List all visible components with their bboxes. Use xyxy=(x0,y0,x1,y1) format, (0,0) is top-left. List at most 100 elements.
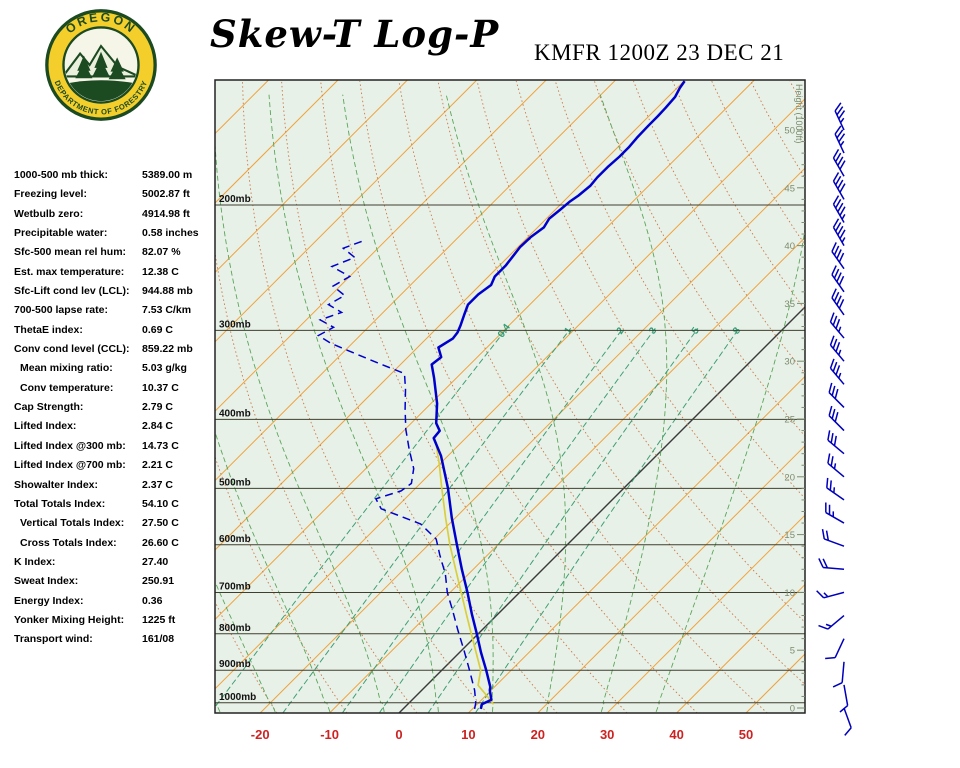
pressure-lines xyxy=(215,204,805,704)
height-tick-label: 20 xyxy=(784,472,795,483)
stat-row: 1000-500 mb thick: 5389.00 m xyxy=(14,166,216,185)
isotherm-line xyxy=(537,445,805,713)
zero-isotherm-line xyxy=(398,306,805,713)
stat-label: Freezing level: xyxy=(14,188,87,201)
stat-row: Total Totals Index: 54.10 C xyxy=(14,495,216,514)
isotherm-line xyxy=(215,80,686,551)
stat-value: 4914.98 ft xyxy=(142,207,190,220)
odf-logo: OREGON DEPARTMENT OF FORESTRY xyxy=(45,9,157,121)
isotherm-line xyxy=(259,167,805,713)
moist-adiabat-lines xyxy=(215,94,805,713)
moist-adiabat-line xyxy=(268,94,439,712)
wind-barb xyxy=(825,638,845,660)
height-tick-label: 35 xyxy=(784,299,795,310)
temperature-tick-label: -20 xyxy=(251,727,270,742)
stat-row: ThetaE index: 0.69 C xyxy=(14,321,216,340)
stat-row: Lifted Index @300 mb: 14.73 C xyxy=(14,437,216,456)
stat-value: 944.88 mb xyxy=(142,285,193,298)
stat-value: 250.91 xyxy=(142,575,175,588)
stat-value: 82.07 % xyxy=(142,246,181,259)
dry-adiabat-lines xyxy=(215,80,805,713)
mixing-ratio-line xyxy=(215,327,508,708)
stat-value: 27.40 xyxy=(142,555,169,568)
stat-value: 2.21 C xyxy=(142,459,173,472)
stat-row: Wetbulb zero: 4914.98 ft xyxy=(14,205,216,224)
stat-value: 7.53 C/km xyxy=(142,304,192,317)
isotherm-line xyxy=(606,514,805,713)
stat-value: 54.10 C xyxy=(142,497,179,510)
wind-barb xyxy=(821,528,845,547)
pressure-label: 500mb xyxy=(219,477,251,488)
pressure-label: 600mb xyxy=(219,534,251,545)
isotherm-line xyxy=(329,236,805,713)
dry-adiabat-line xyxy=(476,80,805,623)
stat-row: K Index: 27.40 xyxy=(14,553,216,572)
isotherm-line xyxy=(815,80,880,713)
wind-barb xyxy=(832,149,846,177)
stat-row: Conv cond level (CCL): 859.22 mb xyxy=(14,340,216,359)
mixing-ratio-line xyxy=(378,328,656,713)
isotherm-line xyxy=(215,80,478,343)
stat-row: Cap Strength: 2.79 C xyxy=(14,398,216,417)
wind-barb xyxy=(834,102,846,131)
stat-row: Yonker Mixing Height: 1225 ft xyxy=(14,611,216,630)
chart-plot-area: 0.4 1 2 3 5 8 xyxy=(215,80,880,713)
mixing-ratio-line xyxy=(341,328,624,713)
stat-label: Cross Totals Index: xyxy=(20,536,117,549)
mixing-ratio-line xyxy=(282,327,572,713)
stat-row: Vertical Totals Index: 27.50 C xyxy=(14,514,216,533)
wind-barb xyxy=(825,502,845,524)
height-tick-label: 15 xyxy=(784,530,795,541)
height-tick-label: 45 xyxy=(784,183,795,194)
stat-row: Lifted Index @700 mb: 2.21 C xyxy=(14,456,216,475)
wind-barb xyxy=(831,288,845,316)
stat-label: 700-500 lapse rate: xyxy=(14,304,108,317)
logo-tree-2 xyxy=(92,51,110,77)
isotherm-line xyxy=(468,375,805,713)
pressure-label: 1000mb xyxy=(219,692,256,703)
stat-row: Est. max temperature: 12.38 C xyxy=(14,263,216,282)
stat-row: Lifted Index: 2.84 C xyxy=(14,417,216,436)
wind-barb xyxy=(831,265,845,293)
stat-row: Transport wind: 161/08 xyxy=(14,630,216,649)
temperature-tick-label: 10 xyxy=(461,727,475,742)
moist-adiabat-line xyxy=(215,430,331,713)
stat-value: 26.60 C xyxy=(142,536,179,549)
wind-barb xyxy=(829,335,845,362)
height-tick-label: 0 xyxy=(790,704,795,715)
moist-adiabat-line xyxy=(655,226,805,713)
height-tick-label: 10 xyxy=(784,588,795,599)
temperature-tick-label: 40 xyxy=(669,727,683,742)
mixing-ratio-line xyxy=(474,328,740,713)
stat-label: Showalter Index: xyxy=(14,478,99,491)
stat-value: 12.38 C xyxy=(142,265,179,278)
temperature-tick-label: 0 xyxy=(395,727,402,742)
moist-adiabat-line xyxy=(215,580,276,713)
stat-row: Energy Index: 0.36 xyxy=(14,592,216,611)
wind-barb xyxy=(834,125,846,154)
isotherm-line xyxy=(215,80,755,621)
stat-value: 14.73 C xyxy=(142,439,179,452)
logo-tree-1 xyxy=(75,55,93,79)
stat-label: Est. max temperature: xyxy=(14,265,125,278)
wind-barb-column xyxy=(816,102,852,736)
pressure-label: 200mb xyxy=(219,194,251,205)
wind-barb xyxy=(816,590,845,599)
wind-barb xyxy=(832,172,846,200)
stat-label: Conv cond level (CCL): xyxy=(14,343,130,356)
temperature-tick-label: -10 xyxy=(320,727,339,742)
isotherm-line xyxy=(215,80,339,204)
pressure-label: 700mb xyxy=(219,581,251,592)
wind-barb xyxy=(832,218,846,246)
wind-barb xyxy=(832,661,845,688)
wind-barb xyxy=(826,477,845,501)
height-tick-label: 25 xyxy=(784,415,795,426)
stat-value: 5389.00 m xyxy=(142,169,193,181)
wind-barb xyxy=(828,405,845,432)
dry-adiabat-line xyxy=(359,81,698,713)
isotherm-line xyxy=(215,80,616,482)
stat-label: Yonker Mixing Height: xyxy=(14,613,125,626)
stat-label: Precipitable water: xyxy=(14,227,108,240)
